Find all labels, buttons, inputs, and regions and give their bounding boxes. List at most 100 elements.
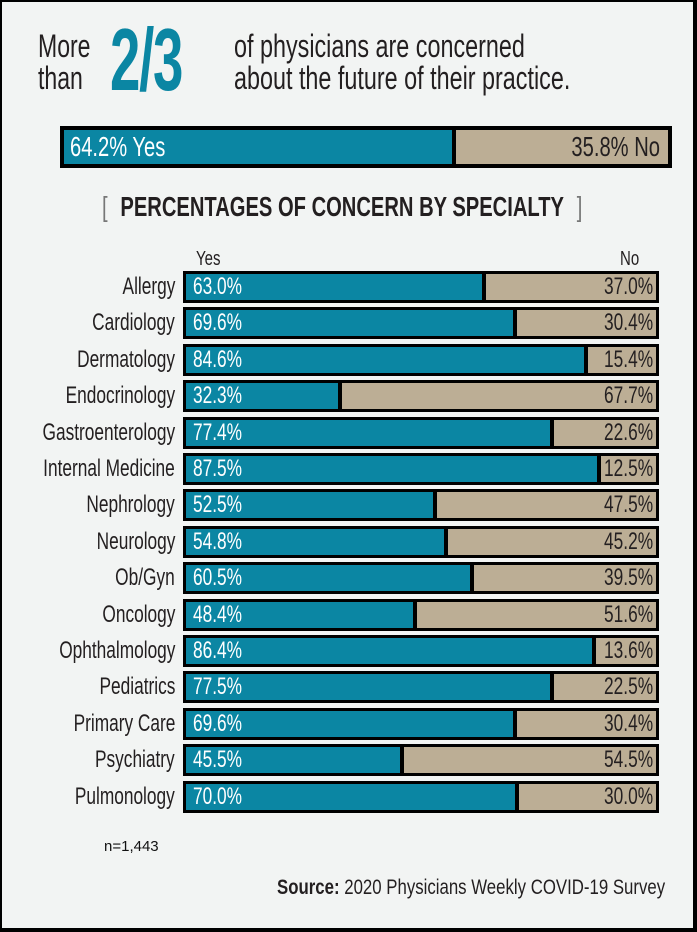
section-title-text: PERCENTAGES OF CONCERN BY SPECIALTY xyxy=(120,191,564,222)
yes-data-label: 87.5% xyxy=(193,455,243,482)
summary-bar: 64.2% Yes 35.8% No xyxy=(60,126,672,168)
column-header-yes: Yes xyxy=(196,248,221,270)
bar-no-segment xyxy=(517,310,656,337)
no-data-label: 22.5% xyxy=(603,673,653,701)
chart-row: Gastroenterology 77.4% 22.6% xyxy=(2,416,693,450)
stacked-bar: 48.4% 51.6% xyxy=(183,598,659,631)
stacked-bar: 63.0% 37.0% xyxy=(183,271,659,303)
chart-row: Ob/Gyn 60.5% 39.5% xyxy=(2,561,693,595)
yes-data-label: 32.3% xyxy=(193,382,243,410)
chart-row: Endocrinology 32.3% 67.7% xyxy=(2,379,693,413)
bar-yes-segment xyxy=(186,638,592,664)
bar-yes-segment xyxy=(186,601,413,628)
summary-yes-segment xyxy=(64,130,452,164)
column-header-no: No xyxy=(620,248,640,270)
bar-no-segment xyxy=(404,747,656,774)
yes-data-label: 84.6% xyxy=(193,345,243,373)
category-label: Nephrology xyxy=(86,491,175,519)
headline-statement-line2: about the future of their practice. xyxy=(234,60,571,96)
category-label: Gastroenterology xyxy=(42,418,175,446)
no-data-label: 51.6% xyxy=(603,600,653,628)
yes-data-label: 48.4% xyxy=(193,600,243,628)
summary-yes-label: 64.2% Yes xyxy=(70,131,166,162)
summary-no-label: 35.8% No xyxy=(571,131,660,162)
no-data-label: 67.7% xyxy=(603,382,653,410)
bar-no-segment xyxy=(486,274,656,300)
no-data-label: 30.0% xyxy=(603,782,653,810)
bar-yes-segment xyxy=(186,346,584,373)
no-data-label: 30.4% xyxy=(603,309,653,337)
chart-row: Pediatrics 77.5% 22.5% xyxy=(2,670,693,704)
bar-no-segment xyxy=(437,492,656,519)
headline-statement-line1: of physicians are concerned xyxy=(234,28,525,64)
bar-yes-segment xyxy=(186,456,597,482)
bar-yes-segment xyxy=(186,747,400,774)
bar-no-segment xyxy=(554,419,656,446)
bar-no-segment xyxy=(342,383,656,410)
summary-no-segment xyxy=(456,130,668,164)
chart-row: Internal Medicine 87.5% 12.5% xyxy=(2,452,693,486)
headline-prefix-line2: than xyxy=(38,60,83,96)
stacked-bar: 69.6% 30.4% xyxy=(183,307,659,340)
bar-no-segment xyxy=(596,638,656,664)
category-label: Primary Care xyxy=(73,709,175,737)
bar-no-segment xyxy=(517,710,656,737)
bar-no-segment xyxy=(448,528,656,555)
chart-row: Primary Care 69.6% 30.4% xyxy=(2,707,693,741)
stacked-bar: 60.5% 39.5% xyxy=(183,562,659,595)
chart-row: Ophthalmology 86.4% 13.6% xyxy=(2,634,693,668)
chart-row: Allergy 63.0% 37.0% xyxy=(2,270,693,304)
stacked-bar: 84.6% 15.4% xyxy=(183,343,659,376)
bar-yes-segment xyxy=(186,674,550,701)
yes-data-label: 63.0% xyxy=(193,273,243,300)
category-label: Endocrinology xyxy=(65,382,175,410)
chart-row: Oncology 48.4% 51.6% xyxy=(2,598,693,632)
chart-row: Neurology 54.8% 45.2% xyxy=(2,525,693,559)
headline-prefix-line1: More xyxy=(38,28,91,64)
source-text: 2020 Physicians Weekly COVID-19 Survey xyxy=(339,876,665,899)
no-data-label: 12.5% xyxy=(603,455,653,482)
category-label: Oncology xyxy=(101,600,175,628)
no-data-label: 30.4% xyxy=(603,709,653,737)
bar-no-segment xyxy=(554,674,656,701)
bar-yes-segment xyxy=(186,565,470,592)
source-note: Source: 2020 Physicians Weekly COVID-19 … xyxy=(277,876,665,900)
no-data-label: 22.6% xyxy=(603,418,653,446)
headline-prefix: More than xyxy=(38,30,117,94)
yes-data-label: 60.5% xyxy=(193,564,243,592)
category-label: Neurology xyxy=(96,527,175,555)
no-data-label: 47.5% xyxy=(603,491,653,519)
no-data-label: 13.6% xyxy=(603,637,653,664)
category-label: Ob/Gyn xyxy=(115,564,175,592)
stacked-bar: 70.0% 30.0% xyxy=(183,780,659,813)
chart-row: Psychiatry 45.5% 54.5% xyxy=(2,743,693,777)
chart-row: Dermatology 84.6% 15.4% xyxy=(2,343,693,377)
category-label: Psychiatry xyxy=(95,746,175,774)
category-label: Dermatology xyxy=(77,345,175,373)
stacked-bar: 45.5% 54.5% xyxy=(183,744,659,777)
close-bracket: ] xyxy=(576,191,583,222)
yes-data-label: 45.5% xyxy=(193,746,243,774)
chart-row: Cardiology 69.6% 30.4% xyxy=(2,306,693,340)
no-data-label: 37.0% xyxy=(603,273,653,300)
bar-yes-segment xyxy=(186,383,338,410)
stacked-bar: 86.4% 13.6% xyxy=(183,635,659,667)
yes-data-label: 77.5% xyxy=(193,673,243,701)
stacked-bar: 52.5% 47.5% xyxy=(183,489,659,522)
no-data-label: 39.5% xyxy=(603,564,653,592)
yes-data-label: 52.5% xyxy=(193,491,243,519)
section-title: [ PERCENTAGES OF CONCERN BY SPECIALTY ] xyxy=(102,192,582,222)
stacked-bar: 69.6% 30.4% xyxy=(183,707,659,740)
bar-yes-segment xyxy=(186,710,513,737)
headline-fraction: 2/3 xyxy=(110,10,183,109)
no-data-label: 54.5% xyxy=(603,746,653,774)
yes-data-label: 54.8% xyxy=(193,527,243,555)
bar-no-segment xyxy=(588,346,656,373)
yes-data-label: 77.4% xyxy=(193,418,243,446)
open-bracket: [ xyxy=(102,191,108,222)
yes-data-label: 69.6% xyxy=(193,309,243,337)
yes-data-label: 70.0% xyxy=(193,782,243,810)
stacked-bar: 32.3% 67.7% xyxy=(183,380,659,413)
bar-yes-segment xyxy=(186,419,550,446)
stacked-bar: 54.8% 45.2% xyxy=(183,525,659,558)
